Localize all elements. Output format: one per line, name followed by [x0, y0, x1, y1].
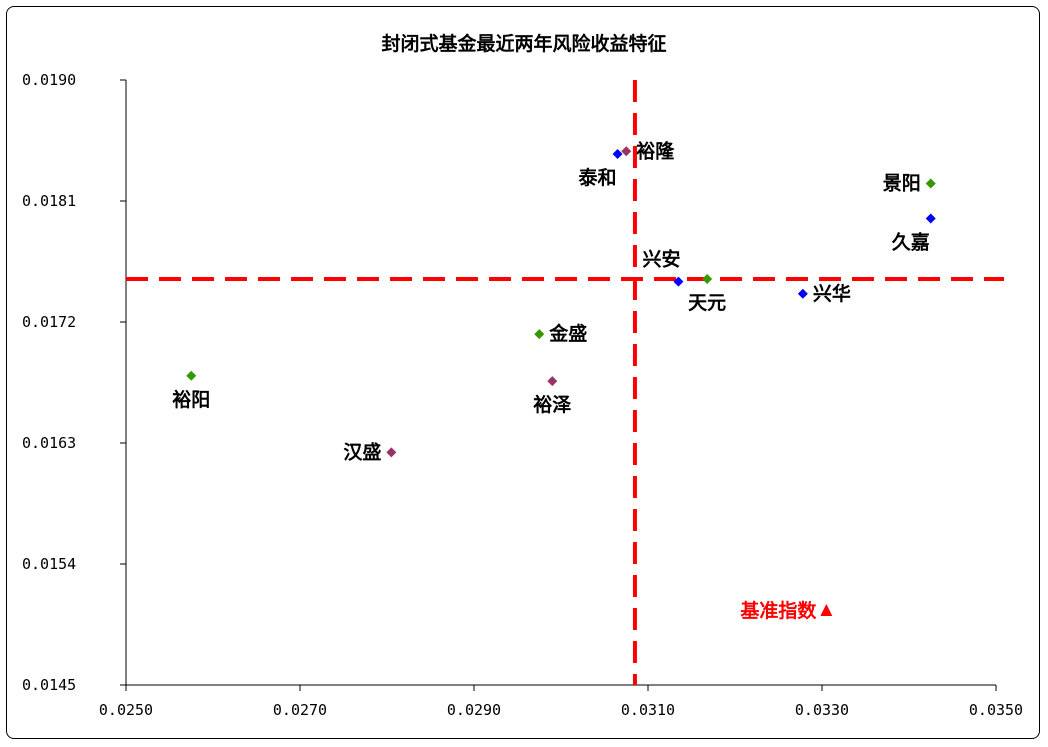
data-point-marker: [186, 370, 197, 381]
data-point-label: 泰和: [578, 166, 617, 189]
data-point-marker: [612, 148, 623, 159]
data-point-marker: [702, 273, 713, 284]
y-tick-label: 0.0181: [22, 192, 76, 210]
chart-title: 封闭式基金最近两年风险收益特征: [381, 32, 666, 55]
data-point-marker: [820, 604, 833, 617]
data-point-label: 兴安: [642, 248, 680, 271]
chart-frame: [6, 6, 1040, 739]
data-point-marker: [797, 288, 808, 299]
data-point-marker: [925, 178, 936, 189]
data-point-label: 久嘉: [892, 230, 930, 253]
data-point-marker: [925, 213, 936, 224]
data-point-label: 天元: [688, 292, 726, 314]
data-point-label: 兴华: [813, 282, 851, 305]
x-tick-label: 0.0270: [273, 701, 327, 719]
y-tick-label: 0.0145: [22, 676, 76, 694]
y-tick-label: 0.0172: [22, 313, 76, 331]
data-point-label: 裕隆: [636, 139, 675, 162]
data-point-marker: [621, 146, 632, 157]
y-tick-label: 0.0190: [22, 71, 76, 89]
data-point-marker: [547, 376, 558, 387]
x-tick-label: 0.0290: [447, 701, 501, 719]
data-point-label: 景阳: [883, 173, 921, 195]
x-tick-label: 0.0350: [969, 701, 1023, 719]
x-tick-label: 0.0310: [621, 701, 675, 719]
y-tick-label: 0.0154: [22, 555, 76, 573]
data-point-label: 裕泽: [533, 393, 571, 416]
data-point-label: 基准指数: [739, 599, 817, 622]
y-tick-label: 0.0163: [22, 434, 76, 452]
x-tick-label: 0.0330: [795, 701, 849, 719]
data-point-marker: [534, 329, 545, 340]
x-tick-label: 0.0250: [99, 701, 153, 719]
data-point-label: 金盛: [548, 322, 587, 345]
data-point-label: 裕阳: [172, 388, 210, 411]
data-point-marker: [673, 276, 684, 287]
data-point-label: 汉盛: [343, 440, 381, 463]
data-point-marker: [386, 447, 397, 458]
